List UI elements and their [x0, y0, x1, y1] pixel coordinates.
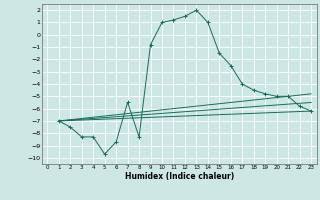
X-axis label: Humidex (Indice chaleur): Humidex (Indice chaleur)	[124, 172, 234, 181]
